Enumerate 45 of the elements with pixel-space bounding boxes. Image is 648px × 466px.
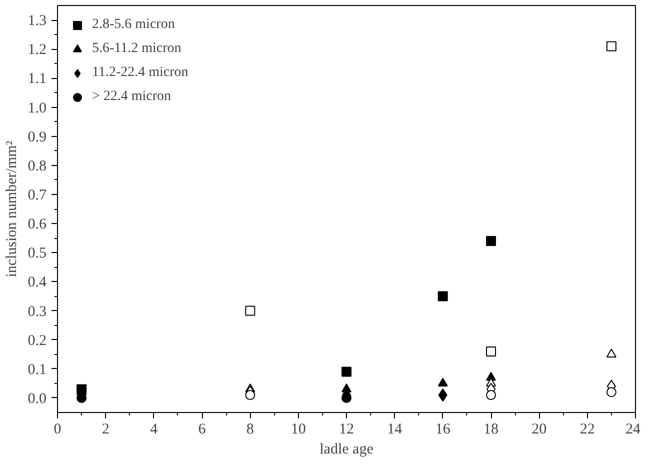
x-tick-label: 16 — [435, 422, 451, 438]
y-tick-label: 0.9 — [28, 129, 46, 146]
y-tick-label: 0.6 — [28, 216, 47, 233]
point — [606, 387, 616, 398]
x-tick-label: 4 — [150, 422, 158, 438]
y-axis-title: inclusion number/mm² — [4, 140, 20, 278]
x-tick-label: 8 — [246, 422, 254, 438]
point — [606, 348, 616, 358]
y-tick-label: 0.2 — [28, 332, 46, 349]
point — [438, 388, 448, 402]
y-tick-label: 0.5 — [28, 246, 46, 262]
x-tick-label: 10 — [290, 422, 306, 438]
x-tick-label: 14 — [387, 422, 403, 438]
point — [342, 366, 352, 377]
y-tick-label: 0.3 — [28, 304, 46, 320]
x-tick-label: 20 — [532, 422, 547, 438]
x-tick-label: 0 — [54, 422, 62, 438]
point — [606, 41, 616, 52]
point — [486, 236, 496, 246]
y-tick-label: 0.4 — [28, 274, 47, 291]
y-tick-label: 0.1 — [28, 362, 46, 378]
y-tick-label: 1.2 — [28, 42, 46, 58]
legend-label: > 22.4 micron — [92, 89, 172, 105]
point — [245, 306, 256, 316]
y-tick-label: 0.7 — [28, 187, 47, 204]
y-tick-label: 0.8 — [28, 158, 46, 174]
legend-label: 5.6-11.2 micron — [92, 41, 182, 57]
point — [438, 378, 448, 387]
point — [486, 390, 496, 400]
x-axis-title: ladle age — [320, 442, 374, 458]
y-tick-label: 1.1 — [28, 71, 46, 88]
x-tick-label: 2 — [102, 422, 110, 438]
point — [486, 346, 496, 356]
y-tick-label: 1.3 — [28, 13, 46, 30]
legend-label: 11.2-22.4 micron — [92, 65, 188, 81]
legend-label: 2.8-5.6 micron — [92, 17, 175, 33]
y-tick-label: 0.0 — [28, 390, 46, 407]
x-tick-label: 6 — [198, 422, 206, 438]
x-tick-label: 12 — [339, 422, 354, 438]
x-tick-label: 22 — [580, 422, 595, 438]
point — [438, 291, 448, 302]
point — [245, 390, 256, 400]
x-tick-label: 18 — [484, 422, 498, 438]
y-tick-label: 1.0 — [28, 100, 46, 116]
x-tick-label: 24 — [626, 422, 641, 438]
